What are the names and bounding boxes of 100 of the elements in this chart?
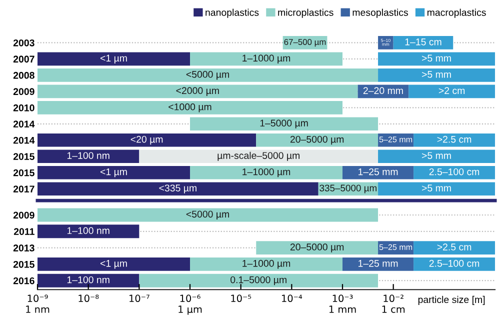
bar (378, 36, 394, 50)
bar (256, 241, 378, 255)
data-label: <1000 µm (168, 103, 212, 112)
data-label: >5 mm (422, 152, 451, 159)
data-label: 1–25 mm (358, 168, 398, 176)
data-label: <1 µm (100, 260, 127, 269)
y-tick-label: 2017 (13, 186, 34, 192)
bar (38, 182, 318, 196)
bar (414, 166, 495, 180)
y-tick-label: 2014 (13, 136, 35, 144)
y-tick-label: 2007 (13, 56, 34, 63)
bar (38, 68, 378, 82)
bar (378, 241, 414, 255)
data-label: µm-scale–5000 µm (218, 152, 300, 161)
y-tick-label: 2013 (13, 244, 34, 252)
bar (378, 68, 495, 82)
data-label: <2000 µm (176, 87, 219, 96)
data-label: >2 cm (438, 87, 465, 94)
x-axis-title: particle size [m] (418, 296, 485, 305)
data-label: >2.5 cm (437, 244, 472, 250)
bar (414, 257, 495, 271)
y-tick-label: 2011 (14, 228, 34, 236)
x-tick-label: 10⁻⁶ 1 µm (178, 294, 202, 315)
data-label: 2.5–100 cm (429, 168, 480, 176)
data-label: 67–500 µm (284, 39, 326, 47)
bar (378, 182, 495, 196)
bar (393, 36, 454, 50)
y-tick-label: 2010 (13, 104, 34, 112)
bar (190, 257, 342, 271)
y-tick-label: 2009 (13, 212, 34, 219)
data-label: <1 µm (100, 168, 127, 178)
data-label: 1–1000 µm (242, 168, 290, 178)
bar (190, 52, 342, 66)
bar (38, 84, 358, 98)
data-label: 20–5000 µm (290, 244, 344, 252)
x-tick-label: 10⁻⁸ (78, 294, 99, 302)
bar (256, 133, 378, 147)
data-label: 2.5–100 cm (429, 260, 480, 267)
bar (139, 274, 378, 288)
x-tick-label: 10⁻⁷ (130, 294, 150, 302)
bar (38, 224, 140, 238)
data-label: 1–1000 µm (242, 260, 290, 269)
bar (38, 101, 342, 114)
data-label: 5–25 mm (379, 136, 412, 142)
data-label: 1–5000 µm (260, 120, 308, 128)
bar (38, 208, 378, 222)
data-label: <20 µm (130, 136, 163, 145)
bar (139, 150, 378, 164)
data-label: 1–1000 µm (242, 54, 290, 64)
legend-label: nanoplastics (206, 8, 259, 18)
data-label: >5 mm (422, 54, 451, 62)
bar (38, 274, 140, 288)
legend-label: microplastics (278, 8, 334, 18)
data-label: 1–100 nm (67, 227, 110, 234)
y-tick-label: 2014 (13, 120, 35, 128)
data-label: <1 µm (100, 54, 127, 64)
y-tick-label: 2003 (13, 39, 34, 46)
data-label: <5000 µm (186, 70, 229, 80)
bar (38, 150, 140, 164)
data-label: 1–25 mm (358, 260, 398, 267)
y-tick-label: 2016 (13, 277, 34, 284)
data-label: 0.1–5000 µm (230, 276, 286, 286)
bar (342, 257, 414, 271)
data-label: >2.5 cm (437, 136, 472, 143)
x-tick-label: 10⁻³ 1 mm (329, 294, 356, 313)
data-label: 20–5000 µm (290, 136, 344, 145)
bar (190, 166, 342, 180)
x-tick-label: 10⁻² 1 cm (382, 294, 405, 313)
bar (378, 150, 495, 164)
bar (408, 84, 495, 98)
data-label: 1–15 cm (405, 38, 442, 46)
y-tick-label: 2015 (13, 169, 34, 176)
legend-label: macroplastics (427, 8, 486, 18)
bar (342, 166, 414, 180)
bar (414, 133, 495, 147)
data-label: 1–100 nm (67, 152, 110, 159)
data-label: 5–25 mm (379, 244, 412, 250)
bar (38, 166, 190, 180)
x-tick-label: 10⁻⁹ 1 nm (26, 294, 50, 313)
y-tick-label: 2008 (13, 72, 34, 79)
data-label: 2–20 mm (363, 87, 403, 94)
data-label: >5 mm (422, 184, 451, 192)
data-label: <335 µm (159, 184, 196, 194)
bar (190, 117, 378, 131)
y-tick-label: 2015 (13, 153, 34, 160)
data-label: <5000 µm (186, 210, 229, 220)
bar (378, 52, 495, 66)
bar (38, 52, 190, 66)
y-tick-label: 2009 (13, 88, 34, 96)
bar (378, 133, 414, 147)
bar (414, 241, 495, 255)
data-label: 335–5000 µm (320, 184, 376, 194)
x-tick-label: 10⁻⁴ (282, 294, 302, 302)
legend-label: mesoplastics (352, 8, 408, 18)
data-label: 1–100 nm (67, 276, 110, 284)
bar (38, 257, 190, 271)
data-label: >5 mm (422, 71, 451, 78)
x-tick-label: 10⁻⁵ (231, 294, 252, 302)
bar (38, 133, 256, 147)
y-tick-label: 2015 (13, 260, 34, 268)
